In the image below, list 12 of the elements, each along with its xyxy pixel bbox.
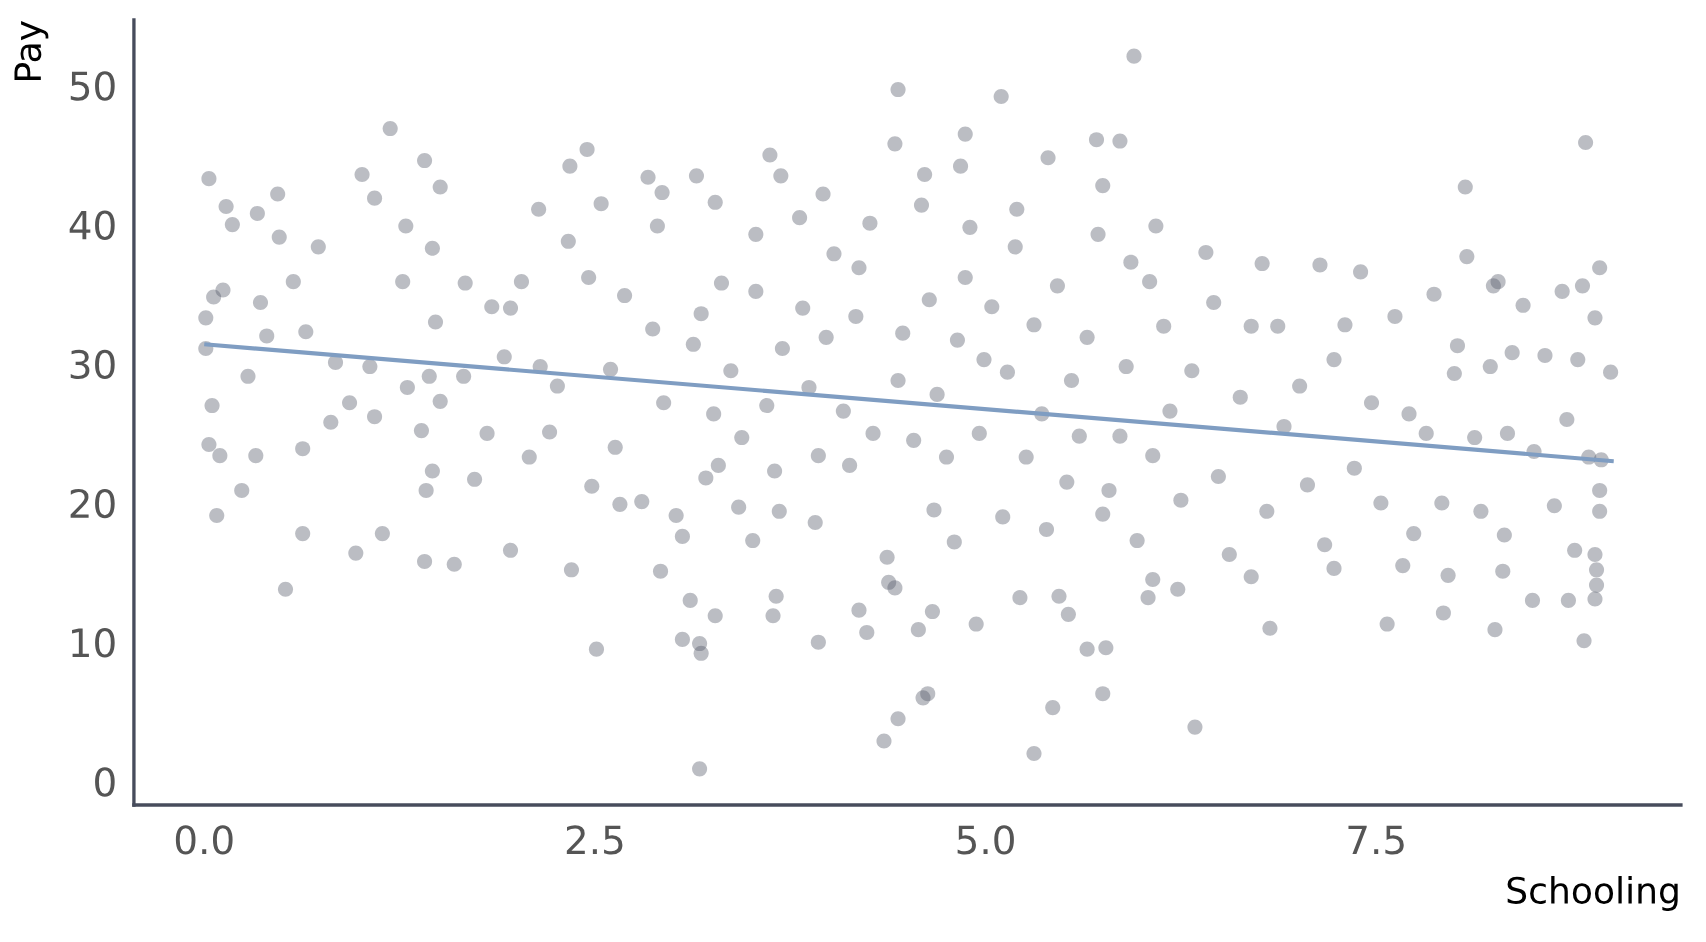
y-tick-label: 20 (70, 488, 115, 519)
x-tick-label: 7.5 (1348, 825, 1404, 855)
y-tick-label: 10 (72, 628, 115, 658)
y-tick-label: 40 (69, 210, 115, 240)
y-tick-label: 30 (70, 349, 115, 380)
y-tick-label: 50 (70, 71, 115, 101)
x-tick-label: 5.0 (957, 825, 1014, 855)
x-axis-title: Schooling (1507, 876, 1678, 911)
x-tick-label: 0.0 (175, 825, 233, 855)
y-tick-label: 0 (95, 767, 115, 797)
y-axis-title: Pay (14, 21, 49, 81)
x-tick-label: 2.5 (566, 825, 623, 855)
